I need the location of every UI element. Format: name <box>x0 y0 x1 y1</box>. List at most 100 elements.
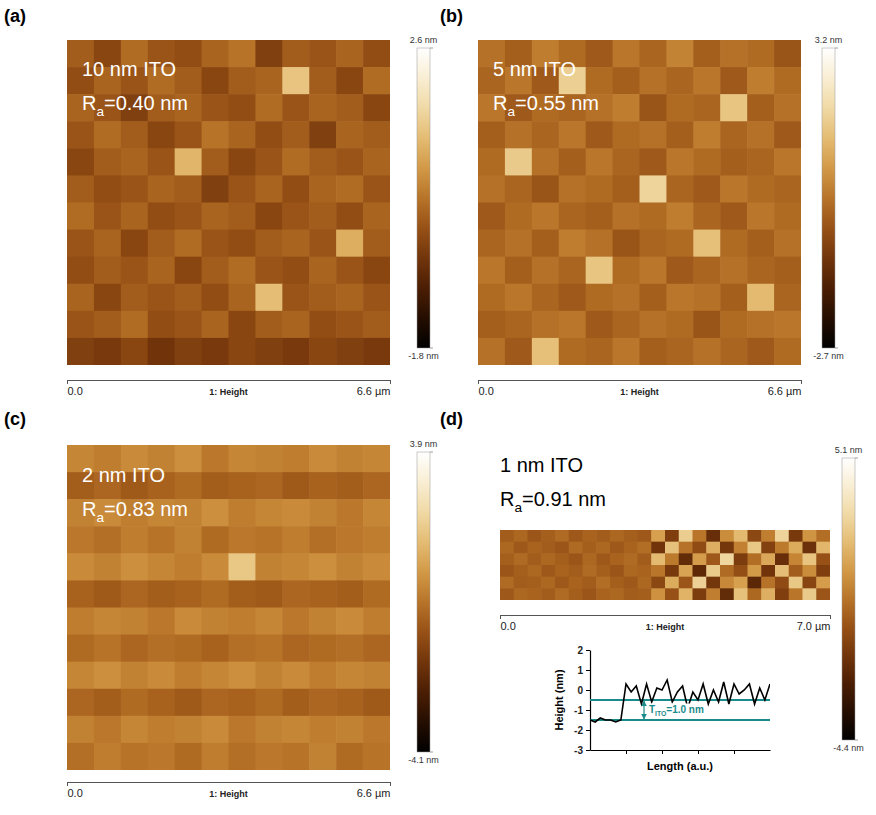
heatmap-cell <box>693 175 721 203</box>
heatmap-cell <box>309 94 337 122</box>
tick-label: -1 <box>574 705 583 716</box>
heatmap-cell <box>229 743 257 770</box>
tick-mark <box>830 615 831 619</box>
heatmap-cell <box>67 526 95 554</box>
heatmap-cell <box>282 553 310 581</box>
tick-mark <box>390 782 391 786</box>
heatmap-cell <box>255 203 283 231</box>
roughness-label: Ra=0.40 nm <box>82 92 188 119</box>
heatmap-cell <box>148 553 176 581</box>
colorbar-tick <box>835 48 838 49</box>
heatmap-cell <box>67 635 95 663</box>
heatmap-cell <box>229 635 257 663</box>
heatmap-cell <box>67 689 95 717</box>
heatmap-cell <box>734 565 748 577</box>
heatmap-cell <box>309 40 337 68</box>
heatmap-cell <box>613 121 641 149</box>
heatmap-cell <box>363 662 390 690</box>
heatmap-cell <box>720 530 734 542</box>
heatmap-cell <box>586 175 614 203</box>
tick-mark <box>662 750 663 754</box>
axis-line <box>591 750 771 751</box>
heatmap-cell <box>175 553 203 581</box>
heatmap-cell <box>309 311 337 339</box>
heatmap-cell <box>94 338 122 365</box>
text-part: =0.91 nm <box>522 488 606 510</box>
heatmap-cell <box>734 577 748 589</box>
heatmap-cell <box>255 472 283 500</box>
heatmap-cell <box>175 608 203 636</box>
heatmap-cell <box>202 499 230 527</box>
heatmap-cell <box>148 580 176 608</box>
heatmap-cell <box>309 662 337 690</box>
heatmap-cell <box>175 472 203 500</box>
heatmap-cell <box>761 565 775 577</box>
heatmap-cell <box>748 588 762 600</box>
heatmap-cell <box>309 230 337 258</box>
figure-canvas: (a)10 nm ITORa=0.40 nm0.06.6 µm1: Height… <box>0 0 876 815</box>
panel: (b)5 nm ITORa=0.55 nm0.06.6 µm1: Height-… <box>440 6 844 397</box>
heatmap-cell <box>67 121 95 149</box>
heatmap-cell <box>624 588 638 600</box>
heatmap-cell <box>569 577 583 589</box>
heatmap-cell <box>693 565 707 577</box>
heatmap-cell <box>596 542 610 554</box>
heatmap-cell <box>282 716 310 744</box>
heatmap-cell <box>789 553 803 565</box>
colorbar-label: 2.6 nm <box>410 35 438 45</box>
heatmap-cell <box>363 553 390 581</box>
heatmap-cell <box>528 565 542 577</box>
heatmap-cell <box>67 311 95 339</box>
heatmap-cell <box>514 553 528 565</box>
heatmap-cell <box>665 588 679 600</box>
text-part: =0.83 nm <box>104 498 188 520</box>
heatmap-cell <box>94 203 122 231</box>
heatmap-cell <box>803 553 817 565</box>
heatmap-cell <box>202 94 230 122</box>
heatmap-cell <box>706 565 720 577</box>
axis-line <box>501 615 831 616</box>
subscript: ITO <box>655 710 666 717</box>
heatmap-cell <box>282 338 310 365</box>
colorbar-label: -4.1 nm <box>408 755 439 765</box>
heatmap-cell <box>761 577 775 589</box>
heatmap-cell <box>363 203 390 231</box>
heatmap-cell <box>363 472 390 500</box>
heatmap-cell <box>583 530 597 542</box>
heatmap-cell <box>555 530 569 542</box>
heatmap-cell <box>505 311 533 339</box>
heatmap-cell <box>532 121 560 149</box>
heatmap-cell <box>514 565 528 577</box>
heatmap-cell <box>706 588 720 600</box>
heatmap-cell <box>478 284 506 312</box>
heatmap-cell <box>666 203 694 231</box>
tick-label: 6.6 µm <box>357 787 391 799</box>
heatmap-cell <box>720 40 748 68</box>
heatmap-cell <box>613 257 641 285</box>
heatmap-cell <box>532 338 560 365</box>
heatmap-cell <box>202 148 230 176</box>
heatmap-cell <box>363 121 390 149</box>
heatmap-cell <box>500 565 514 577</box>
heatmap-cell <box>747 94 775 122</box>
tick: -3 <box>574 745 590 756</box>
heatmap-cell <box>175 175 203 203</box>
panel-letter: (b) <box>440 6 463 26</box>
heatmap-cell <box>541 577 555 589</box>
panel-title: 10 nm ITO <box>82 58 176 80</box>
heatmap-cell <box>202 175 230 203</box>
heatmap-cell <box>282 230 310 258</box>
heatmap-cell <box>202 526 230 554</box>
heatmap-cell <box>514 577 528 589</box>
heatmap-cell <box>121 257 149 285</box>
heatmap-cell <box>569 530 583 542</box>
heatmap-cell <box>596 577 610 589</box>
heatmap-cell <box>774 284 801 312</box>
heatmap-cell <box>596 565 610 577</box>
colorbar-tick <box>430 452 433 453</box>
heatmap-cell <box>774 338 801 365</box>
heatmap-cell <box>528 553 542 565</box>
heatmap-cell <box>255 67 283 95</box>
heatmap-cell <box>586 257 614 285</box>
heatmap-cell <box>559 230 587 258</box>
